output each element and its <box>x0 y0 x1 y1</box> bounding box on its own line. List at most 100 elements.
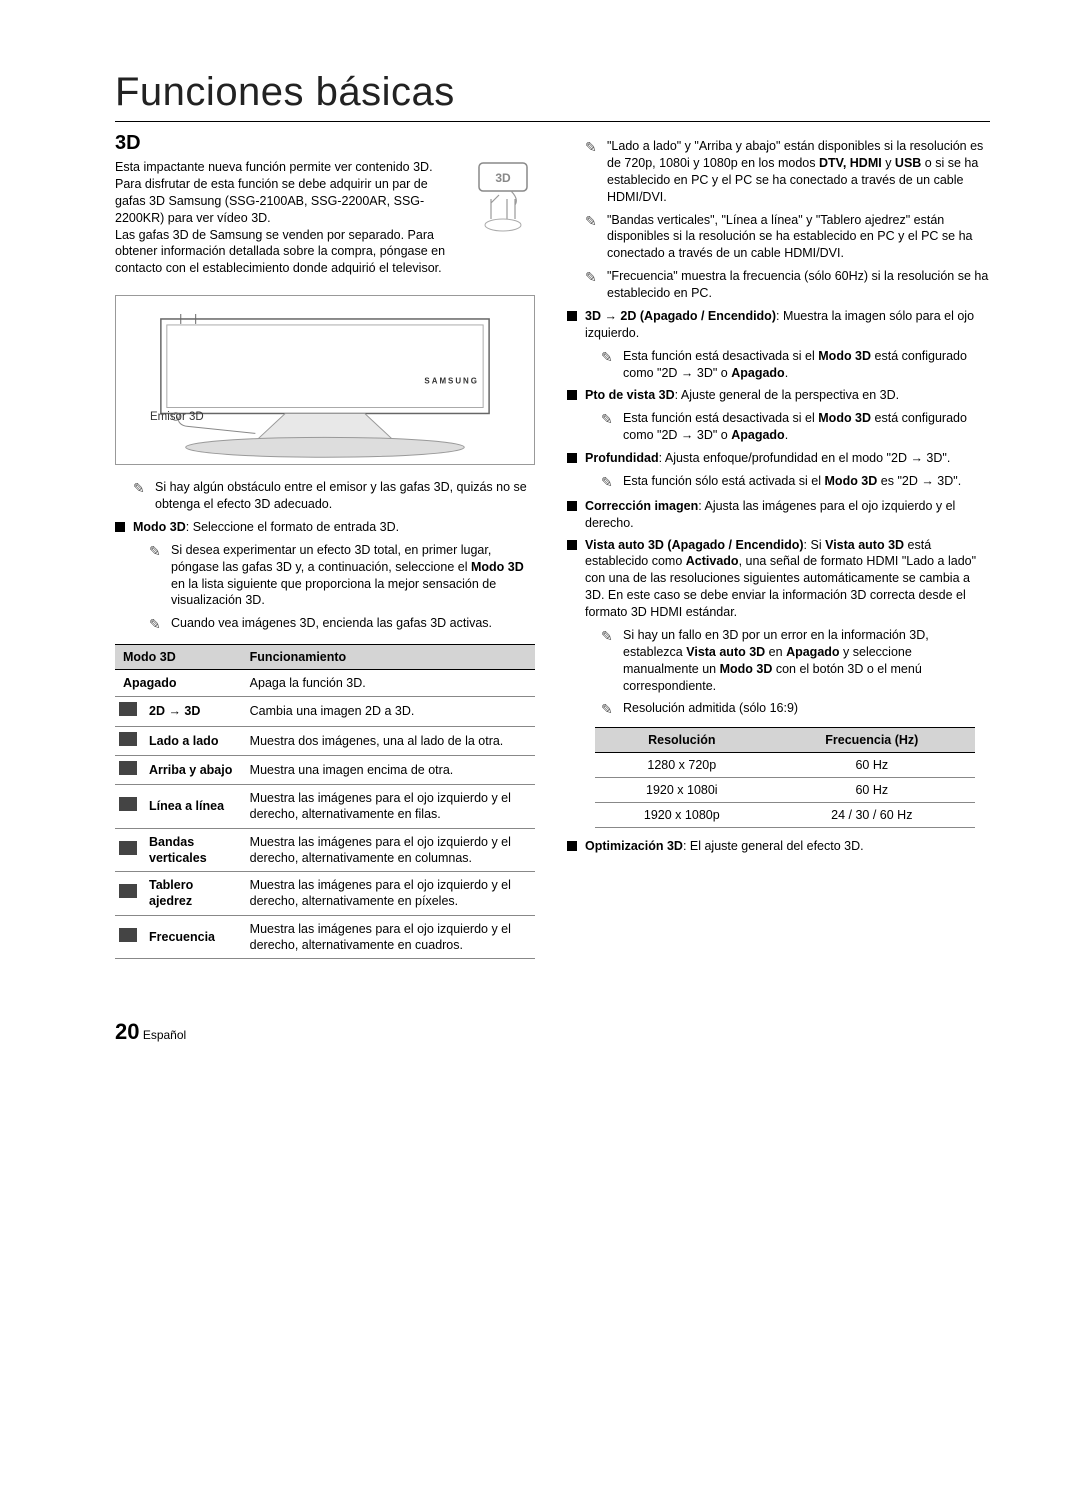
th-resolucion: Resolución <box>595 728 769 753</box>
note-item: ✎ Esta función sólo está activada si el M… <box>601 473 990 492</box>
mode-desc: Apaga la función 3D. <box>242 670 535 697</box>
mode-icon-cell <box>115 726 141 755</box>
bullet-text: Pto de vista 3D: Ajuste general de la pe… <box>585 387 899 404</box>
title-rule <box>115 121 990 122</box>
mode-label: Arriba y abajo <box>141 755 242 784</box>
mode-label: Línea a línea <box>141 785 242 829</box>
note-text: Si hay un fallo en 3D por un error en la… <box>623 627 990 695</box>
th-frecuencia: Frecuencia (Hz) <box>769 728 975 753</box>
note-total-effect: ✎ Si desea experimentar un efecto 3D tot… <box>149 542 535 610</box>
square-bullet-icon <box>567 841 577 851</box>
remote-3d-button-icon: 3D <box>471 161 535 241</box>
note-icon: ✎ <box>601 410 617 444</box>
page-language: Español <box>143 1028 186 1042</box>
note-icon: ✎ <box>149 542 165 610</box>
mode-desc: Cambia una imagen 2D a 3D. <box>242 697 535 726</box>
note-text: "Frecuencia" muestra la frecuencia (sólo… <box>607 268 990 302</box>
note-glasses: ✎ Cuando vea imágenes 3D, encienda las g… <box>149 615 535 634</box>
mode-label: 2D → 3D <box>141 697 242 726</box>
mode-icon <box>119 928 137 942</box>
note-text: Esta función sólo está activada si el Mo… <box>623 473 961 492</box>
table-row: ApagadoApaga la función 3D. <box>115 670 535 697</box>
tv-diagram: SAMSUNG Emisor 3D <box>115 295 535 465</box>
intro-text: Esta impactante nueva función permite ve… <box>115 159 459 277</box>
bullet-item: Pto de vista 3D: Ajuste general de la pe… <box>567 387 990 404</box>
bullet-optimizacion: Optimización 3D: El ajuste general del e… <box>567 838 990 855</box>
intro-p1: Esta impactante nueva función permite ve… <box>115 160 433 225</box>
mode-desc: Muestra dos imágenes, una al lado de la … <box>242 726 535 755</box>
note-item: ✎Si hay un fallo en 3D por un error en l… <box>601 627 990 695</box>
res-cell: 1280 x 720p <box>595 753 769 778</box>
mode-icon <box>119 761 137 775</box>
mode-icon-cell <box>115 915 141 959</box>
mode-icon <box>119 797 137 811</box>
modo3d-text: Modo 3D: Seleccione el formato de entrad… <box>133 519 399 536</box>
svg-text:3D: 3D <box>495 171 511 185</box>
table-row: Bandas verticalesMuestra las imágenes pa… <box>115 828 535 872</box>
mode-label: Frecuencia <box>141 915 242 959</box>
mode-icon <box>119 841 137 855</box>
bullet-text: Profundidad: Ajusta enfoque/profundidad … <box>585 450 950 467</box>
note-icon: ✎ <box>601 348 617 382</box>
bullet-text: Vista auto 3D (Apagado / Encendido): Si … <box>585 537 990 621</box>
opt-text: : El ajuste general del efecto 3D. <box>683 839 864 853</box>
mode-label: Tablero ajedrez <box>141 872 242 916</box>
resolution-table-wrap: Resolución Frecuencia (Hz) 1280 x 720p60… <box>567 727 947 828</box>
bullet-item: 3D → 2D (Apagado / Encendido): Muestra l… <box>567 308 990 342</box>
mode-icon-cell <box>115 697 141 726</box>
table-row: Línea a líneaMuestra las imágenes para e… <box>115 785 535 829</box>
note-icon: ✎ <box>601 627 617 695</box>
th-funcionamiento: Funcionamiento <box>242 645 535 670</box>
right-column: ✎"Lado a lado" y "Arriba y abajo" están … <box>567 132 990 959</box>
modo3d-rest: : Seleccione el formato de entrada 3D. <box>186 520 399 534</box>
th-modo3d: Modo 3D <box>115 645 242 670</box>
note-item: ✎"Bandas verticales", "Línea a línea" y … <box>585 212 990 263</box>
note-item: ✎Esta función está desactivada si el Mod… <box>601 410 990 444</box>
mode-icon <box>119 702 137 716</box>
resolution-table: Resolución Frecuencia (Hz) 1280 x 720p60… <box>595 727 975 828</box>
note-text: Esta función está desactivada si el Modo… <box>623 348 990 382</box>
remote-svg: 3D <box>471 161 535 241</box>
square-bullet-icon <box>567 390 577 400</box>
note-obstacle: ✎ Si hay algún obstáculo entre el emisor… <box>133 479 535 513</box>
mode-icon-cell <box>115 785 141 829</box>
note-text: "Bandas verticales", "Línea a línea" y "… <box>607 212 990 263</box>
section-heading-3d: 3D <box>115 132 535 155</box>
note-item: ✎ Resolución admitida (sólo 16:9) <box>601 700 990 719</box>
note-item: ✎Esta función está desactivada si el Mod… <box>601 348 990 382</box>
page-footer: 20 Español <box>115 1019 990 1045</box>
note-icon: ✎ <box>585 212 601 263</box>
intro-row: Esta impactante nueva función permite ve… <box>115 159 535 277</box>
square-bullet-icon <box>567 501 577 511</box>
note-text: Resolución admitida (sólo 16:9) <box>623 700 798 719</box>
table-row: 2D → 3DCambia una imagen 2D a 3D. <box>115 697 535 726</box>
table-row: Lado a ladoMuestra dos imágenes, una al … <box>115 726 535 755</box>
tv-svg: SAMSUNG <box>136 314 514 463</box>
left-column: 3D Esta impactante nueva función permite… <box>115 132 535 959</box>
res-cell: 1920 x 1080p <box>595 803 769 828</box>
note-item: ✎"Frecuencia" muestra la frecuencia (sól… <box>585 268 990 302</box>
table-row: 1920 x 1080p24 / 30 / 60 Hz <box>595 803 975 828</box>
note-icon: ✎ <box>601 473 617 492</box>
note-text: "Lado a lado" y "Arriba y abajo" están d… <box>607 138 990 206</box>
mode-desc: Muestra las imágenes para el ojo izquier… <box>242 915 535 959</box>
note-icon: ✎ <box>149 615 165 634</box>
modo3d-label: Modo 3D <box>133 520 186 534</box>
mode-desc: Muestra las imágenes para el ojo izquier… <box>242 872 535 916</box>
mode-desc: Muestra las imágenes para el ojo izquier… <box>242 828 535 872</box>
note-icon: ✎ <box>601 700 617 719</box>
table-row: 1920 x 1080i60 Hz <box>595 778 975 803</box>
bullet-text: Corrección imagen: Ajusta las imágenes p… <box>585 498 990 532</box>
mode-icon-cell <box>115 872 141 916</box>
table-row: Tablero ajedrezMuestra las imágenes para… <box>115 872 535 916</box>
res-cell: 60 Hz <box>769 778 975 803</box>
note-icon: ✎ <box>585 138 601 206</box>
page-number: 20 <box>115 1019 139 1044</box>
mode-label: Lado a lado <box>141 726 242 755</box>
two-column-layout: 3D Esta impactante nueva función permite… <box>115 132 990 959</box>
square-bullet-icon <box>567 311 577 321</box>
bullet-modo-3d: Modo 3D: Seleccione el formato de entrad… <box>115 519 535 536</box>
note-icon: ✎ <box>585 268 601 302</box>
note-item: ✎"Lado a lado" y "Arriba y abajo" están … <box>585 138 990 206</box>
square-bullet-icon <box>115 522 125 532</box>
